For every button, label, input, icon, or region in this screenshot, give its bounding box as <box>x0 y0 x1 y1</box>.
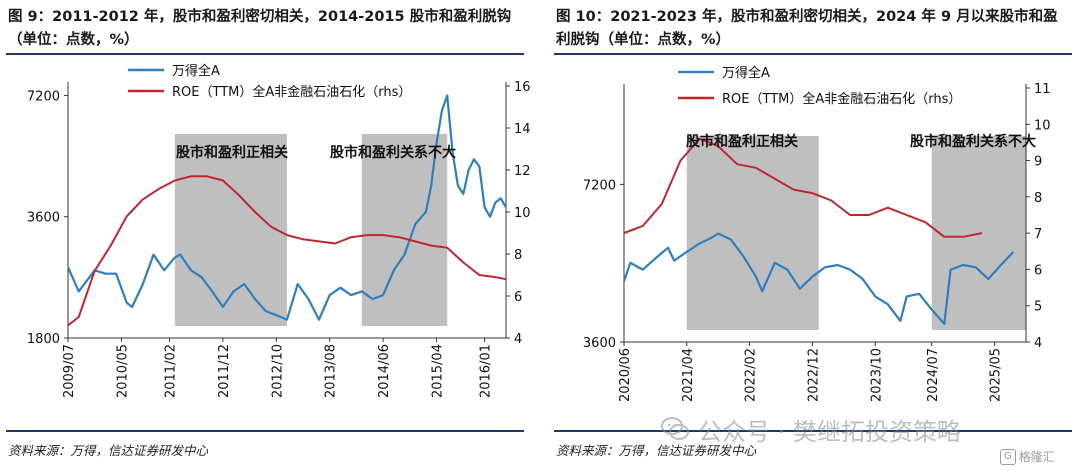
logo-box: G <box>1000 448 1016 465</box>
series-line-roe <box>623 137 983 238</box>
logo-text: 格隆汇 <box>1018 450 1055 464</box>
x-tick-label: 2024/07 <box>926 348 941 402</box>
y-right-tick-label: 6 <box>1034 263 1042 278</box>
y-right-tick-label: 4 <box>1034 336 1042 351</box>
x-tick-label: 2011/12 <box>217 344 232 398</box>
x-tick-label: 2025/05 <box>989 348 1004 402</box>
chart-panel-left: 图 9：2011-2012 年，股市和盈利密切相关，2014-2015 股市和盈… <box>0 0 532 471</box>
legend-label: ROE（TTM）全A非金融石油石化（rhs） <box>722 91 961 107</box>
watermark: 公众号 · 樊继拓投资策略 <box>660 412 961 446</box>
title-rule <box>554 53 1072 55</box>
x-tick-label: 2010/05 <box>115 344 130 398</box>
y-right-tick-label: 7 <box>1034 227 1042 242</box>
source-note: 资料来源：万得，信达证券研发中心 <box>8 443 209 458</box>
y-right-tick-label: 6 <box>514 290 522 305</box>
x-tick-label: 2014/06 <box>377 344 392 398</box>
figure-title: 图 9：2011-2012 年，股市和盈利密切相关，2014-2015 股市和盈… <box>8 9 512 48</box>
x-tick-label: 2013/08 <box>324 344 339 398</box>
legend-label: 万得全A <box>172 63 220 79</box>
x-tick-label: 2022/02 <box>744 348 759 402</box>
annotation-label: 股市和盈利关系不大 <box>910 133 1036 150</box>
wechat-icon <box>661 417 689 440</box>
x-tick-label: 2011/02 <box>163 344 178 398</box>
y-right-tick-label: 4 <box>514 332 522 347</box>
y-right-tick-label: 8 <box>514 248 522 263</box>
y-right-tick-label: 10 <box>1034 118 1051 133</box>
corner-logo: G 格隆汇 <box>1000 448 1055 465</box>
watermark-text: 公众号 · 樊继拓投资策略 <box>698 417 961 446</box>
shaded-region <box>686 136 819 330</box>
annotation-label: 股市和盈利关系不大 <box>330 144 456 161</box>
series-line-roe <box>67 175 507 327</box>
chart-figure-9: 1800 3600 7200 4 6 8 10 12 14 16 2009/07 2010/05 201… <box>27 63 531 398</box>
y-left-tick-label: 3600 <box>583 336 616 351</box>
y-left-tick-label: 7200 <box>27 89 60 104</box>
source-rule <box>6 430 524 432</box>
x-tick-label: 2020/06 <box>618 348 633 402</box>
y-right-tick-label: 10 <box>514 206 531 221</box>
y-right-tick-label: 11 <box>1034 82 1051 97</box>
series-line-wind-all-a <box>66 94 507 321</box>
y-right-tick-label: 9 <box>1034 155 1042 170</box>
x-tick-label: 2021/04 <box>681 348 696 402</box>
x-tick-label: 2015/04 <box>431 344 446 398</box>
source-rule <box>554 430 1072 432</box>
legend-label: ROE（TTM）全A非金融石油石化（rhs） <box>172 84 411 100</box>
y-right-tick-label: 16 <box>514 80 531 95</box>
source-note: 资料来源：万得，信达证券研发中心 <box>556 443 757 458</box>
title-rule <box>6 53 524 55</box>
y-right-tick-label: 5 <box>1034 300 1042 315</box>
y-right-tick-label: 14 <box>514 122 531 137</box>
y-right-tick-label: 8 <box>1034 191 1042 206</box>
legend-label: 万得全A <box>722 65 770 81</box>
annotation-label: 股市和盈利正相关 <box>686 133 798 150</box>
x-tick-label: 2023/10 <box>869 348 884 402</box>
series-line-wind-all-a <box>622 232 1015 325</box>
y-right-tick-label: 12 <box>514 164 531 179</box>
x-tick-label: 2016/01 <box>479 344 494 398</box>
annotation-label: 股市和盈利正相关 <box>176 144 288 161</box>
y-left-tick-label: 1800 <box>27 332 60 347</box>
chart-panel-right: 图 10：2021-2023 年，股市和盈利密切相关，2024 年 9 月以来股… <box>548 0 1080 471</box>
x-tick-label: 2009/07 <box>62 344 77 398</box>
y-left-tick-label: 7200 <box>583 178 616 193</box>
figure-title: 图 10：2021-2023 年，股市和盈利密切相关，2024 年 9 月以来股… <box>556 9 1058 48</box>
chart-figure-10: 3600 7200 4 5 6 7 8 9 10 11 2020/06 2021/04 2022/02 2… <box>583 65 1051 402</box>
x-tick-label: 2012/10 <box>270 344 285 398</box>
y-left-tick-label: 3600 <box>27 211 60 226</box>
x-tick-label: 2022/12 <box>806 348 821 402</box>
